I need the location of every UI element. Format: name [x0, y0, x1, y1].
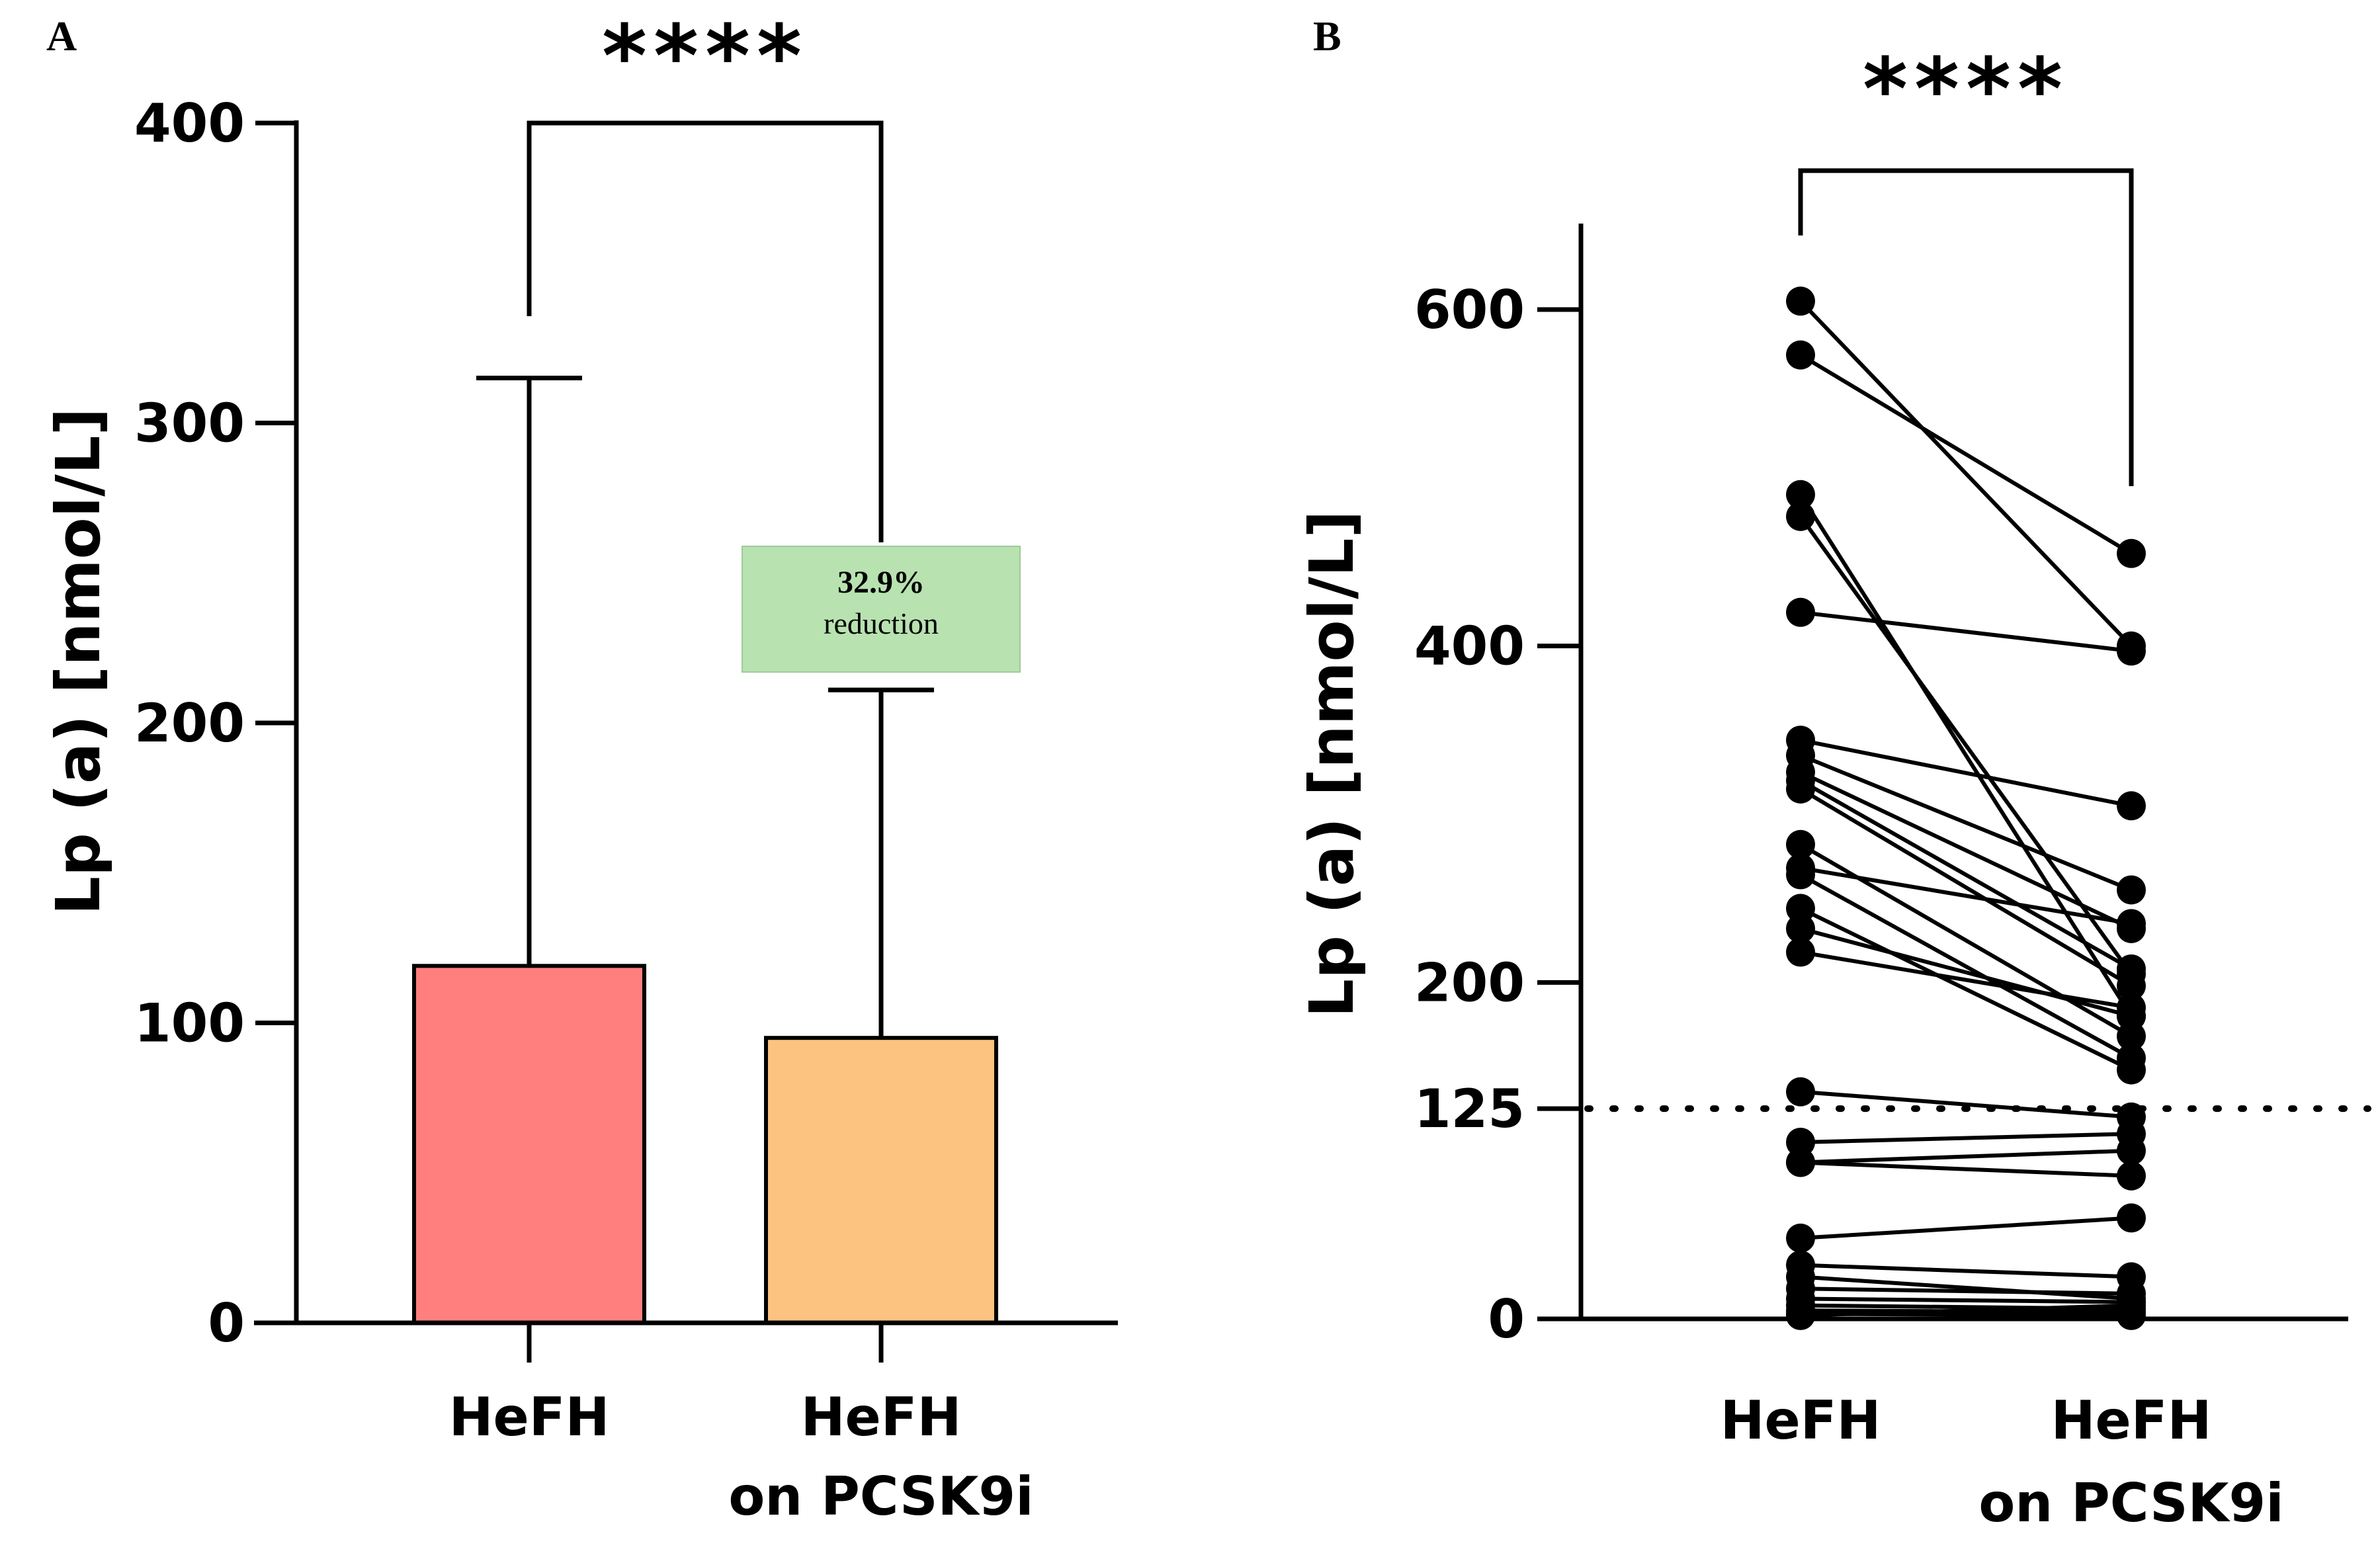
panel-a-significance-bracket — [527, 120, 884, 542]
panel-b-category-label: HeFH — [2051, 1390, 2212, 1451]
panel-b-point-before — [1786, 1127, 1815, 1157]
panel-b-pair-line — [1800, 1160, 2132, 1178]
panel-b-paired-lines — [1799, 300, 2133, 1318]
panel-b-letter: B — [1313, 13, 1341, 60]
panel-b-paired-plot: B Lp (a) [nmol/L] 0 125 200 400 600 **** HeF… — [1296, 13, 2371, 1534]
panel-b-pair-line — [1800, 1148, 2132, 1165]
panel-a-y-ticks: 0 100 200 300 400 — [134, 93, 296, 1354]
panel-b-point-after — [2117, 971, 2146, 1001]
panel-b-pair-line — [1799, 770, 2133, 931]
panel-a-y-tick-label: 400 — [134, 93, 245, 154]
panel-b-point-before — [1786, 501, 1815, 531]
panel-b-pair-line — [1800, 927, 2132, 1019]
panel-b-point-after — [2117, 538, 2146, 568]
panel-b-y-axis-label: Lp (a) [nmol/L] — [1296, 510, 1367, 1017]
panel-b-point-before — [1786, 937, 1815, 967]
panel-b-y-tick-label: 200 — [1414, 952, 1525, 1013]
panel-b-pair-line — [1800, 738, 2132, 808]
panel-b-point-before — [1786, 286, 1815, 316]
panel-b-pair-line — [1799, 778, 2133, 971]
panel-a-y-tick-label: 200 — [134, 693, 245, 754]
panel-b-significance-label: **** — [1863, 39, 2069, 140]
panel-b-category-label: on PCSK9i — [1978, 1472, 2283, 1534]
panel-b-pair-line — [1800, 1296, 2132, 1304]
panel-a-reduction-annotation: 32.9% reduction — [742, 546, 1021, 673]
panel-b-significance-bracket — [1798, 168, 2134, 486]
panel-b-point-after — [2117, 1161, 2146, 1191]
panel-b-point-after — [2117, 1021, 2146, 1051]
panel-a-annotation-text: reduction — [824, 607, 939, 640]
panel-b-point-before — [1786, 340, 1815, 370]
panel-b-point-before — [1786, 1300, 1815, 1330]
panel-b-point-before — [1786, 860, 1815, 890]
panel-a-y-tick-label: 0 — [208, 1292, 245, 1354]
panel-a-annotation-box — [742, 546, 1021, 673]
panel-b-y-tick-label: 400 — [1414, 616, 1525, 677]
panel-b-pair-line — [1800, 610, 2132, 653]
panel-b-pair-line — [1800, 1216, 2132, 1240]
panel-b-pair-line — [1800, 1132, 2132, 1144]
panel-a-bar — [412, 964, 646, 1325]
panel-b-point-after — [2117, 909, 2146, 939]
panel-b-pair-line — [1800, 1263, 2132, 1279]
panel-a-y-axis-label: Lp (a) [nmol/L] — [43, 407, 114, 915]
panel-b-pair-line — [1799, 787, 2133, 988]
panel-b-point-before — [1786, 774, 1815, 804]
panel-a-y-tick-label: 100 — [134, 993, 245, 1054]
panel-b-pair-line — [1799, 872, 2133, 1060]
panel-b-pair-line — [1800, 950, 2132, 1010]
panel-b-point-after — [2117, 791, 2146, 821]
panel-a-bar — [764, 1036, 998, 1326]
panel-a-category-label: HeFH — [801, 1386, 962, 1448]
panel-b-point-after — [2117, 636, 2146, 666]
panel-a-letter: A — [46, 13, 77, 60]
panel-a-error-bars — [476, 375, 934, 1038]
panel-b-point-before — [1786, 1223, 1815, 1253]
panel-b-pair-line — [1800, 866, 2132, 926]
panel-b-point-after — [2117, 1055, 2146, 1085]
panel-b-pair-line — [1799, 300, 2133, 648]
panel-b-point-before — [1786, 1148, 1815, 1177]
panel-b-point-after — [2117, 1136, 2146, 1165]
panel-a-category-label: HeFH — [449, 1386, 610, 1448]
panel-b-point-before — [1786, 913, 1815, 943]
panel-a-bar-chart: A Lp (a) [nmol/L] 0 100 200 300 400 **** 32.… — [43, 6, 1118, 1527]
panel-b-points — [1786, 286, 2146, 1330]
panel-a-y-tick-label: 300 — [134, 393, 245, 454]
panel-a-category-label: on PCSK9i — [728, 1466, 1033, 1527]
panel-b-point-before — [1786, 829, 1815, 859]
panel-b-point-before — [1786, 597, 1815, 627]
panel-a-annotation-value: 32.9% — [837, 565, 925, 600]
panel-b-pair-line — [1800, 1303, 2132, 1318]
panel-b-y-tick-label: 600 — [1414, 279, 1525, 341]
panel-b-pair-line — [1799, 515, 2133, 976]
panel-b-pair-line — [1800, 1089, 2132, 1119]
panel-b-point-after — [2117, 1290, 2146, 1320]
panel-b-category-label: HeFH — [1721, 1390, 1881, 1451]
panel-b-y-tick-label: 125 — [1414, 1078, 1525, 1140]
panel-b-y-tick-label: 0 — [1488, 1288, 1525, 1350]
panel-b-pair-line — [1799, 493, 2133, 1017]
panel-b-y-ticks: 0 125 200 400 600 — [1414, 279, 1581, 1350]
panel-a-significance-label: **** — [602, 6, 808, 106]
panel-b-pair-line — [1799, 906, 2133, 1072]
panel-b-point-before — [1786, 894, 1815, 923]
panel-b-pair-line — [1800, 1275, 2132, 1301]
panel-b-point-after — [2117, 875, 2146, 905]
panel-b-pair-line — [1799, 753, 2133, 892]
panel-b-pair-line — [1800, 1286, 2132, 1296]
panel-b-point-before — [1786, 1077, 1815, 1107]
panel-b-point-after — [2117, 1203, 2146, 1233]
panel-b-point-after — [2117, 993, 2146, 1023]
panel-a-bars — [412, 964, 998, 1326]
panel-b-point-before — [1786, 480, 1815, 509]
panel-b-pair-line — [1799, 353, 2133, 556]
